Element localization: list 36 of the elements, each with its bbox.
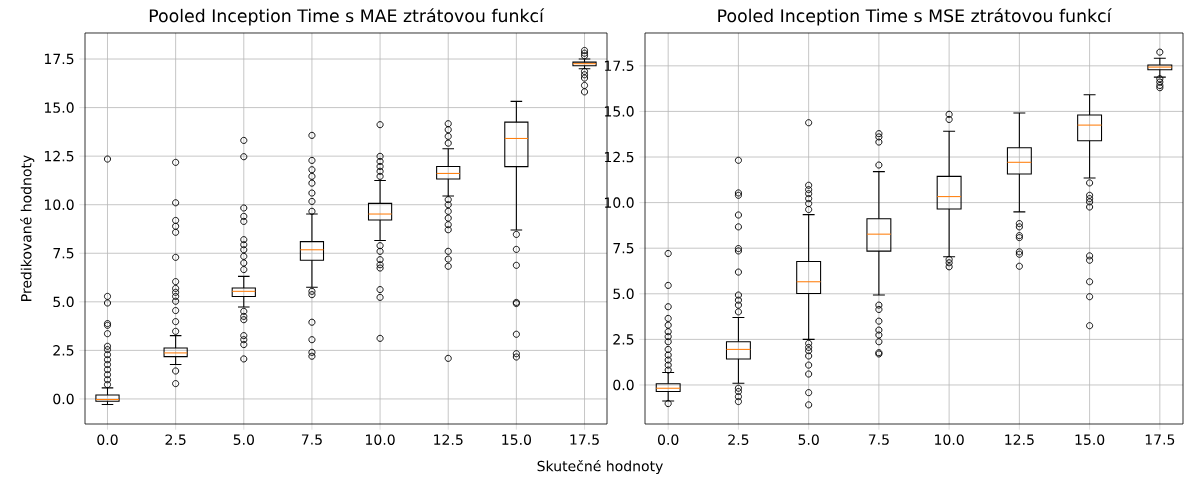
y-tick-label: 7.5 bbox=[53, 248, 74, 259]
x-tick-label: 5.0 bbox=[233, 434, 254, 445]
x-tick-label: 15.0 bbox=[1075, 434, 1105, 445]
y-tick-label: 17.5 bbox=[604, 60, 634, 72]
x-tick-label: 7.5 bbox=[301, 434, 322, 445]
y-tick-label: 15.0 bbox=[604, 106, 634, 117]
y-tick-label: 5.0 bbox=[53, 296, 74, 308]
y-tick-label: 12.5 bbox=[44, 150, 74, 162]
y-tick-label: 10.0 bbox=[44, 199, 74, 210]
x-tick-label: 12.5 bbox=[1005, 434, 1034, 445]
y-tick-label: 2.5 bbox=[613, 334, 634, 345]
x-tick-label: 2.5 bbox=[165, 434, 186, 445]
x-tick-label: 10.0 bbox=[935, 434, 964, 445]
x-tick-label: 10.0 bbox=[366, 434, 395, 445]
x-tick-label: 0.0 bbox=[97, 434, 118, 445]
chart-title: Pooled Inception Time s MAE ztrátovou funkcí bbox=[149, 8, 545, 26]
x-tick-label: 0.0 bbox=[657, 434, 679, 445]
x-tick-label: 15.0 bbox=[502, 434, 532, 445]
y-tick-label: 12.5 bbox=[604, 151, 634, 163]
x-axis-title: Skutečné hodnoty bbox=[537, 459, 663, 475]
y-tick-label: 15.0 bbox=[44, 102, 74, 113]
y-tick-label: 0.0 bbox=[53, 393, 74, 405]
chart-title: Pooled Inception Time s MSE ztrátovou funkcí bbox=[718, 8, 1112, 26]
y-axis-title: Predikované hodnoty bbox=[20, 155, 35, 301]
y-tick-label: 17.5 bbox=[44, 53, 74, 65]
y-tick-label: 5.0 bbox=[613, 288, 634, 300]
x-tick-label: 7.5 bbox=[868, 434, 889, 445]
x-tick-label: 17.5 bbox=[1145, 434, 1175, 445]
y-tick-label: 10.0 bbox=[604, 197, 634, 208]
x-tick-label: 5.0 bbox=[798, 434, 819, 445]
x-tick-label: 2.5 bbox=[728, 434, 749, 445]
y-tick-label: 7.5 bbox=[613, 242, 634, 254]
x-tick-label: 12.5 bbox=[434, 434, 463, 445]
x-tick-label: 17.5 bbox=[570, 434, 599, 445]
y-tick-label: 2.5 bbox=[53, 345, 74, 356]
y-tick-label: 0.0 bbox=[613, 379, 634, 391]
